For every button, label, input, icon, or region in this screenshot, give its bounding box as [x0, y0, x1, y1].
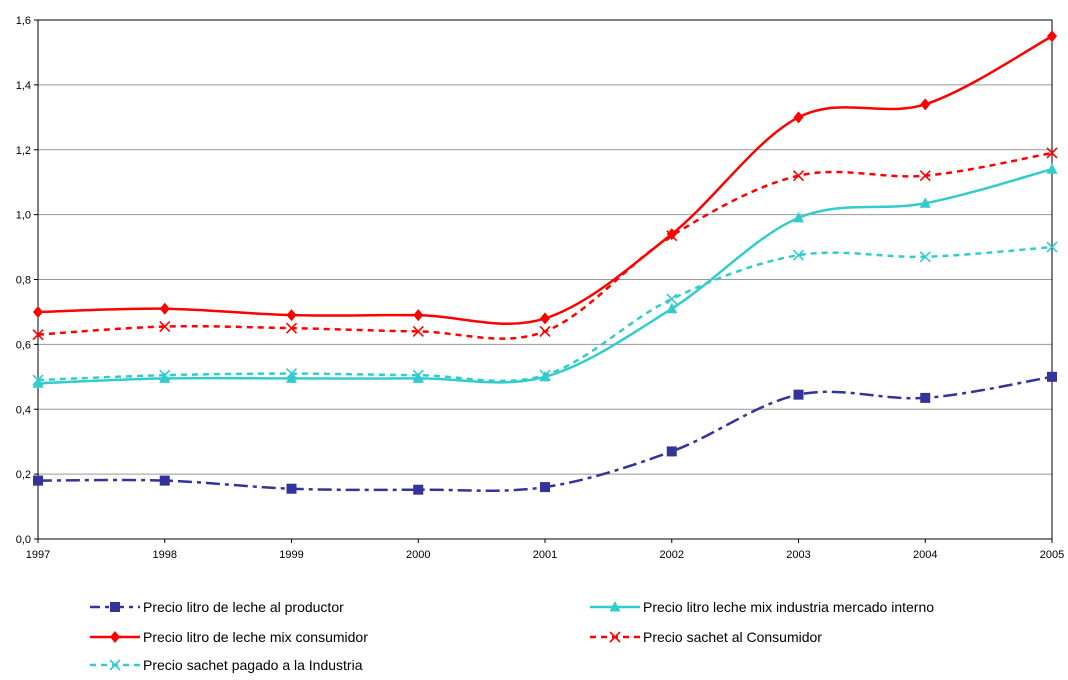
data-point	[919, 251, 931, 263]
data-point	[1046, 147, 1058, 159]
data-point	[32, 329, 44, 341]
data-point	[412, 325, 424, 337]
data-point	[540, 312, 550, 325]
x-tick-label: 2005	[1040, 549, 1064, 561]
legend-label: Precio litro leche mix industria mercado…	[643, 599, 934, 615]
data-point	[1046, 241, 1058, 253]
series-line	[37, 35, 1053, 325]
data-point	[159, 475, 170, 486]
legend-item: Precio sachet al Consumidor	[590, 629, 822, 645]
data-point	[539, 325, 551, 337]
y-tick-label: 0,0	[16, 534, 31, 546]
data-point	[1046, 163, 1058, 174]
data-point	[1047, 30, 1057, 43]
data-point	[159, 320, 171, 333]
legend-item: Precio litro de leche al productor	[90, 599, 344, 615]
data-point	[539, 369, 551, 381]
data-point	[920, 392, 931, 403]
data-point	[286, 483, 297, 494]
series	[32, 241, 1058, 386]
series	[33, 371, 1057, 495]
series	[32, 147, 1058, 341]
series-line	[37, 168, 1053, 385]
legend-label: Precio litro de leche mix consumidor	[143, 629, 368, 645]
data-point	[540, 482, 550, 493]
legend-marker	[109, 659, 121, 671]
data-point	[792, 249, 805, 261]
x-tick-label: 2001	[533, 549, 557, 561]
data-point	[666, 446, 677, 457]
y-tick-label: 1,0	[16, 210, 31, 222]
legend-marker	[110, 602, 120, 612]
series-lines	[32, 30, 1058, 495]
data-point	[666, 302, 678, 314]
data-point	[412, 372, 424, 383]
y-tick-label: 0,8	[16, 275, 31, 287]
legend-label: Precio sachet pagado a la Industria	[143, 657, 363, 673]
y-tick-label: 0,6	[16, 339, 31, 351]
y-tick-label: 1,2	[16, 145, 31, 157]
x-tick-label: 1999	[279, 549, 303, 561]
legend-item: Precio litro leche mix industria mercado…	[590, 599, 934, 615]
data-point	[32, 377, 44, 388]
legend-item: Precio sachet pagado a la Industria	[90, 657, 363, 673]
x-tick-label: 2003	[786, 549, 810, 561]
y-tick-label: 0,4	[16, 404, 31, 416]
data-point	[666, 293, 678, 305]
legend-item: Precio litro de leche mix consumidor	[90, 629, 368, 645]
series	[32, 163, 1058, 388]
y-tick-label: 1,6	[16, 15, 31, 27]
x-tick-label: 2004	[913, 549, 937, 561]
axes: 0,0 0,2 0,4 0,6 0,8 1,0 1,2 1,4 1,6 1997 1998 1999 2…	[16, 15, 1065, 561]
data-point	[285, 368, 298, 380]
x-tick-label: 1997	[26, 549, 50, 561]
data-point	[285, 322, 298, 334]
x-tick-label: 2002	[660, 549, 684, 561]
data-point	[412, 369, 424, 381]
data-point	[413, 484, 424, 495]
data-point	[919, 197, 931, 208]
gridlines	[38, 19, 1052, 475]
data-point	[919, 170, 931, 182]
data-point	[159, 369, 171, 381]
data-point	[793, 211, 804, 223]
data-point	[159, 372, 171, 383]
data-point	[159, 302, 170, 315]
legend-marker	[609, 631, 621, 643]
data-point	[33, 475, 43, 486]
data-point	[1047, 371, 1057, 382]
data-point	[286, 309, 297, 322]
y-tick-label: 0,2	[16, 469, 31, 481]
x-tick-label: 1998	[153, 549, 177, 561]
data-point	[920, 98, 931, 111]
series	[33, 30, 1057, 325]
legend-label: Precio litro de leche al productor	[143, 599, 344, 615]
x-tick-label: 2000	[406, 549, 430, 561]
data-point	[793, 389, 804, 400]
data-point	[33, 305, 43, 318]
data-point	[32, 374, 44, 386]
legend-marker	[609, 601, 621, 612]
data-point	[286, 372, 297, 383]
y-tick-label: 1,4	[16, 80, 31, 92]
data-point	[793, 111, 804, 124]
legend-label: Precio sachet al Consumidor	[643, 629, 822, 645]
data-point	[666, 230, 678, 242]
data-point	[792, 170, 805, 182]
data-point	[413, 309, 424, 322]
legend-marker	[110, 631, 120, 643]
legend: Precio litro de leche al productor Precio…	[90, 599, 934, 673]
